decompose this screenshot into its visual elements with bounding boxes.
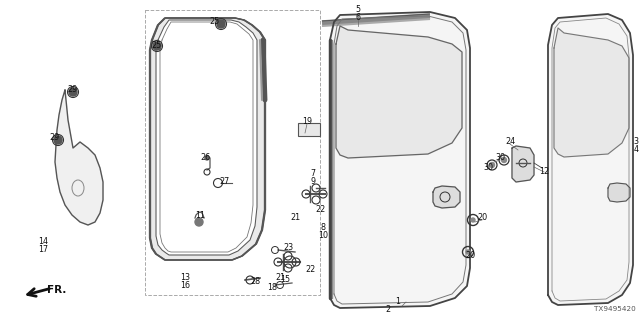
Circle shape [490,163,495,167]
Text: 29: 29 [50,133,60,142]
Text: 12: 12 [539,167,549,177]
Text: 13: 13 [180,274,190,283]
Text: 25: 25 [151,41,161,50]
Text: 2: 2 [385,306,390,315]
Circle shape [217,20,225,28]
Text: TX9495420: TX9495420 [595,306,636,312]
Text: 10: 10 [318,231,328,241]
Circle shape [153,42,161,50]
Text: 26: 26 [200,154,210,163]
Text: 22: 22 [305,266,315,275]
Polygon shape [55,90,103,225]
Polygon shape [433,186,460,208]
Circle shape [195,218,203,226]
Text: 30: 30 [483,164,493,172]
Text: 21: 21 [275,274,285,283]
Text: 4: 4 [634,146,639,155]
Text: 27: 27 [220,178,230,187]
Text: 15: 15 [280,276,290,284]
Polygon shape [330,12,470,308]
Text: 19: 19 [302,117,312,126]
Text: 20: 20 [465,251,475,260]
Polygon shape [608,183,630,202]
Text: 18: 18 [267,284,277,292]
Circle shape [466,250,470,254]
Text: 14: 14 [38,237,48,246]
Text: 29: 29 [68,85,78,94]
Bar [298,123,320,136]
FancyArrowPatch shape [28,289,49,296]
Circle shape [205,156,209,160]
Text: 3: 3 [634,138,639,147]
Polygon shape [512,146,534,182]
Text: 25: 25 [210,18,220,27]
Text: 17: 17 [38,245,48,254]
Text: 9: 9 [310,178,316,187]
Text: 16: 16 [180,282,190,291]
Text: 5: 5 [355,5,360,14]
Polygon shape [336,26,462,158]
Text: 11: 11 [195,212,205,220]
Text: 20: 20 [477,213,487,222]
Text: 6: 6 [355,13,360,22]
Text: 30: 30 [495,154,505,163]
Circle shape [502,157,506,163]
Text: 24: 24 [505,138,515,147]
Text: 8: 8 [321,223,326,233]
Circle shape [471,218,475,222]
Text: 28: 28 [250,277,260,286]
Text: 21: 21 [290,213,300,222]
Circle shape [69,88,77,96]
Polygon shape [554,28,629,157]
Text: 22: 22 [315,205,325,214]
Text: 23: 23 [283,244,293,252]
Text: 7: 7 [310,170,316,179]
Text: FR.: FR. [47,285,67,295]
Circle shape [54,136,62,144]
Bar [145,10,320,295]
Polygon shape [150,18,265,260]
Polygon shape [548,14,633,305]
Text: 1: 1 [396,298,401,307]
